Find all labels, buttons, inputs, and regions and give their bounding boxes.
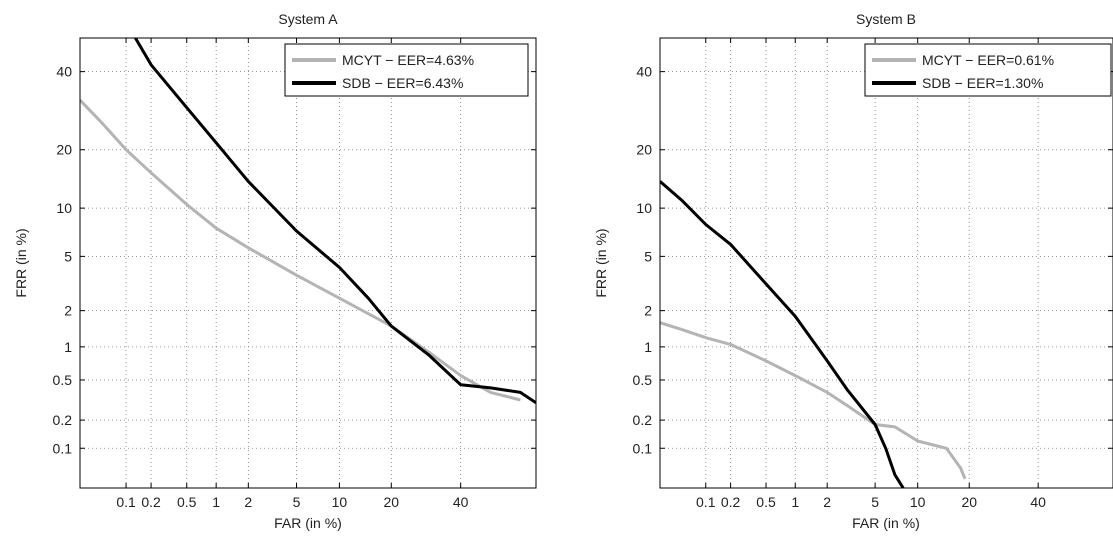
y-tick-label: 0.1	[53, 440, 73, 456]
chart-system-a: 0.1 0.2 0.5 1 2 5 10 20 40 0.1 0.2 0.5 1 2 5 10 20 40 Sy…	[13, 11, 537, 531]
x-tick-label: 0.2	[721, 494, 741, 510]
legend-label-sdb: SDB − EER=1.30%	[922, 75, 1043, 91]
y-tick-label: 2	[644, 303, 652, 319]
y-axis-label: FRR (in %)	[593, 228, 609, 297]
grid-lines	[80, 38, 536, 488]
x-axis-label: FAR (in %)	[274, 515, 342, 531]
x-axis-ticks: 0.1 0.2 0.5 1 2 5 10 20 40	[116, 38, 469, 510]
series-line-mcyt	[660, 321, 967, 480]
x-tick-label: 10	[910, 494, 926, 510]
y-tick-label: 0.5	[633, 372, 653, 388]
y-axis-ticks: 0.1 0.2 0.5 1 2 5 10 20 40	[633, 64, 1113, 456]
x-tick-label: 2	[823, 494, 831, 510]
y-tick-label: 2	[64, 303, 72, 319]
y-tick-label: 20	[56, 142, 72, 158]
x-tick-label: 0.1	[116, 494, 136, 510]
x-tick-label: 5	[871, 494, 879, 510]
x-tick-label: 20	[383, 494, 399, 510]
series-line-sdb	[660, 180, 905, 488]
x-tick-label: 20	[961, 494, 977, 510]
y-tick-label: 5	[644, 248, 652, 264]
chart-title: System B	[856, 11, 916, 27]
y-tick-label: 10	[636, 200, 652, 216]
series-lines	[80, 38, 536, 405]
series-lines	[660, 180, 967, 488]
x-tick-label: 1	[791, 494, 799, 510]
y-tick-label: 0.5	[53, 372, 73, 388]
chart-title: System A	[278, 11, 338, 27]
x-tick-label: 10	[332, 494, 348, 510]
y-axis-label: FRR (in %)	[13, 228, 29, 297]
grid-lines	[660, 38, 1113, 488]
plot-frame	[79, 37, 537, 489]
y-axis-ticks: 0.1 0.2 0.5 1 2 5 10 20 40	[53, 64, 536, 456]
legend-box	[864, 43, 1112, 97]
series-line-mcyt	[80, 99, 521, 402]
plot-area	[80, 38, 536, 488]
y-tick-label: 40	[636, 64, 652, 80]
y-tick-label: 1	[64, 339, 72, 355]
legend-label-mcyt: MCYT − EER=4.63%	[342, 52, 474, 68]
legend-label-mcyt: MCYT − EER=0.61%	[922, 52, 1054, 68]
y-tick-label: 20	[636, 142, 652, 158]
y-tick-label: 0.2	[53, 412, 73, 428]
y-tick-label: 10	[56, 200, 72, 216]
y-tick-label: 0.2	[633, 412, 653, 428]
y-tick-label: 40	[56, 64, 72, 80]
legend-box	[284, 43, 529, 97]
legend: MCYT − EER=4.63% SDB − EER=6.43%	[284, 43, 529, 97]
x-tick-label: 0.1	[696, 494, 716, 510]
x-tick-label: 40	[1030, 494, 1046, 510]
x-tick-label: 2	[244, 494, 252, 510]
x-tick-label: 5	[293, 494, 301, 510]
series-line-sdb	[134, 38, 536, 405]
legend: MCYT − EER=0.61% SDB − EER=1.30%	[864, 43, 1112, 97]
x-tick-label: 1	[212, 494, 220, 510]
x-tick-label: 0.5	[756, 494, 776, 510]
plot-frame	[659, 37, 1113, 489]
y-tick-label: 1	[644, 339, 652, 355]
chart-system-b: 0.1 0.2 0.5 1 2 5 10 20 40 0.1 0.2 0.5 1 2 5 10 20 40 Sy…	[593, 11, 1113, 531]
x-tick-label: 0.5	[177, 494, 197, 510]
x-axis-label: FAR (in %)	[852, 515, 920, 531]
x-axis-ticks: 0.1 0.2 0.5 1 2 5 10 20 40	[696, 38, 1046, 510]
y-tick-label: 0.1	[633, 440, 653, 456]
x-tick-label: 0.2	[141, 494, 161, 510]
x-tick-label: 40	[453, 494, 469, 510]
legend-label-sdb: SDB − EER=6.43%	[342, 75, 463, 91]
plot-area	[660, 38, 1113, 488]
y-tick-label: 5	[64, 248, 72, 264]
